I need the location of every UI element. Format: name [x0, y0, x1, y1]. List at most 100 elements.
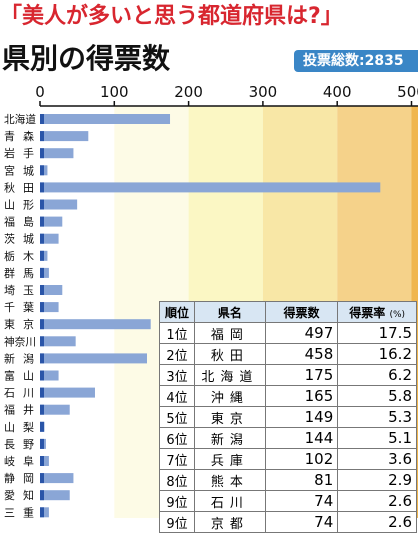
prefecture-cell: 沖縄 — [194, 386, 265, 407]
bar — [40, 473, 73, 483]
bar — [40, 319, 151, 329]
rate-cell: 6.2 — [338, 365, 417, 386]
bar — [40, 353, 147, 363]
x-tick-label: 500 — [397, 83, 418, 101]
category-label: 埼玉 — [4, 283, 34, 297]
prefecture-cell: 熊本 — [194, 470, 265, 491]
total-votes-badge: 投票総数:2835 — [294, 50, 418, 72]
votes-cell: 102 — [265, 449, 337, 470]
votes-cell: 81 — [265, 470, 337, 491]
rank-cell: 5位 — [160, 407, 195, 428]
rank-cell: 6位 — [160, 428, 195, 449]
rank-cell: 7位 — [160, 449, 195, 470]
x-axis: 0100200300400500 — [35, 83, 418, 106]
votes-cell: 74 — [265, 512, 337, 533]
bar-base — [40, 490, 44, 500]
bar-base — [40, 507, 44, 517]
bar-base — [40, 336, 44, 346]
category-label: 長野 — [4, 438, 34, 451]
rate-cell: 5.8 — [338, 386, 417, 407]
prefecture-header: 県名 — [194, 302, 265, 323]
bar — [40, 148, 73, 158]
bar-base — [40, 405, 44, 415]
bar-base — [40, 371, 44, 381]
bar-base — [40, 148, 44, 158]
prefecture-cell: 兵庫 — [194, 449, 265, 470]
rank-cell: 2位 — [160, 344, 195, 365]
category-label: 青森 — [4, 129, 34, 143]
category-label: 三重 — [4, 505, 34, 518]
rate-header: 得票率 (%) — [338, 302, 417, 323]
bar — [40, 405, 70, 415]
bar — [40, 114, 170, 124]
bar — [40, 131, 88, 141]
category-label: 秋田 — [4, 180, 34, 194]
bar-base — [40, 285, 44, 295]
votes-header: 得票数 — [265, 302, 337, 323]
bar-base — [40, 388, 44, 398]
rate-unit: (%) — [389, 310, 405, 320]
rank-cell: 4位 — [160, 386, 195, 407]
prefecture-cell: 石川 — [194, 491, 265, 512]
rate-cell: 3.6 — [338, 449, 417, 470]
category-label: 東京 — [4, 317, 34, 331]
rank-cell: 8位 — [160, 470, 195, 491]
prefecture-cell: 秋田 — [194, 344, 265, 365]
rate-cell: 2.6 — [338, 512, 417, 533]
bar — [40, 182, 380, 192]
rank-cell: 9位 — [160, 512, 195, 533]
category-label: 山形 — [4, 199, 34, 212]
category-labels: 北海道青森岩手宮城秋田山形福島茨城栃木群馬埼玉千葉東京神奈川新潟富山石川福井山梨… — [4, 112, 36, 518]
bar-base — [40, 234, 44, 244]
bar — [40, 490, 70, 500]
bar-base — [40, 200, 44, 210]
category-label: 北海道 — [4, 112, 36, 126]
bar-base — [40, 439, 44, 449]
prefecture-cell: 東京 — [194, 407, 265, 428]
category-label: 宮城 — [4, 163, 34, 177]
x-tick-label: 300 — [249, 83, 278, 101]
prefecture-cell: 福岡 — [194, 323, 265, 344]
x-tick-label: 100 — [100, 83, 129, 101]
rate-cell: 16.2 — [338, 344, 417, 365]
votes-cell: 149 — [265, 407, 337, 428]
bar-base — [40, 268, 44, 278]
category-label: 茨城 — [4, 232, 34, 246]
rate-cell: 5.3 — [338, 407, 417, 428]
rate-cell: 2.6 — [338, 491, 417, 512]
prefecture-cell: 北海道 — [194, 365, 265, 386]
category-label: 福島 — [4, 215, 34, 229]
category-label: 福井 — [4, 403, 34, 417]
votes-cell: 74 — [265, 491, 337, 512]
category-label: 群馬 — [4, 266, 34, 280]
bar-base — [40, 302, 44, 312]
votes-cell: 165 — [265, 386, 337, 407]
category-label: 岐阜 — [4, 455, 34, 468]
rate-cell: 5.1 — [338, 428, 417, 449]
category-label: 千葉 — [4, 300, 34, 314]
category-label: 栃木 — [4, 249, 34, 263]
bar — [40, 200, 77, 210]
category-label: 岩手 — [4, 146, 34, 160]
votes-cell: 458 — [265, 344, 337, 365]
bar-base — [40, 165, 44, 175]
rate-header-label: 得票率 — [349, 306, 385, 320]
bar-base — [40, 114, 44, 124]
category-label: 静岡 — [4, 471, 34, 485]
bar-base — [40, 319, 44, 329]
bar-base — [40, 422, 44, 432]
rank-header: 順位 — [160, 302, 195, 323]
bar — [40, 336, 76, 346]
prefecture-cell: 京都 — [194, 512, 265, 533]
bar-base — [40, 131, 44, 141]
